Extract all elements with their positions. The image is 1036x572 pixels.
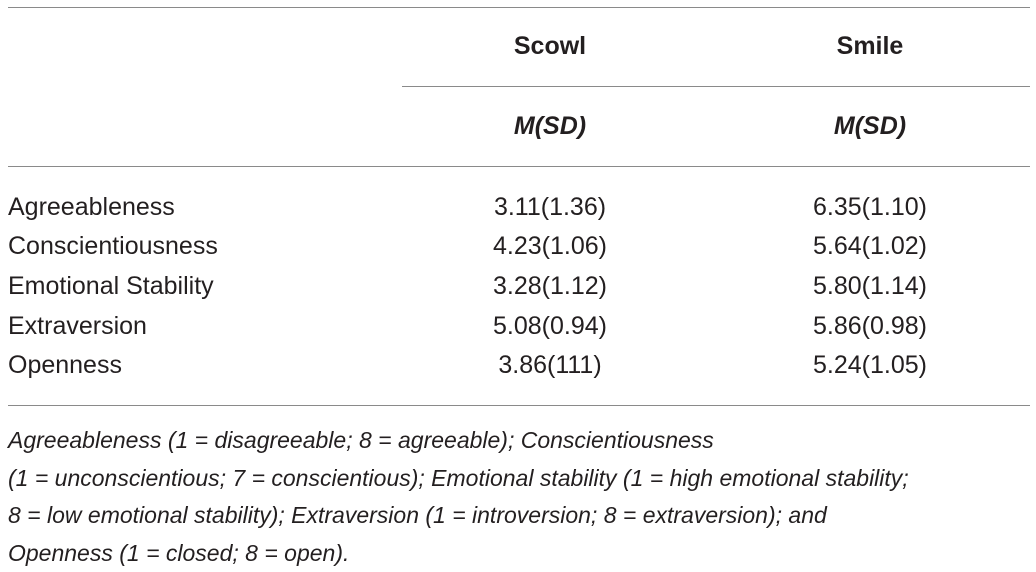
column-header-scowl: Scowl xyxy=(400,32,700,61)
cell-scowl: 3.86(111) xyxy=(400,351,700,380)
column-header-smile: Smile xyxy=(720,32,1020,61)
row-label: Extraversion xyxy=(8,312,147,341)
footnote-line: Openness (1 = closed; 8 = open). xyxy=(8,535,1028,572)
table-bottom-rule xyxy=(8,405,1030,406)
table-footnote: Agreeableness (1 = disagreeable; 8 = agr… xyxy=(8,422,1028,572)
cell-scowl: 4.23(1.06) xyxy=(400,232,700,261)
cell-scowl: 3.11(1.36) xyxy=(400,193,700,222)
row-label: Emotional Stability xyxy=(8,272,214,301)
cell-scowl: 3.28(1.12) xyxy=(400,272,700,301)
cell-scowl: 5.08(0.94) xyxy=(400,312,700,341)
cell-smile: 5.24(1.05) xyxy=(720,351,1020,380)
cell-smile: 5.80(1.14) xyxy=(720,272,1020,301)
column-subheader-scowl: M(SD) xyxy=(400,112,700,141)
row-label: Agreeableness xyxy=(8,193,175,222)
header-bottom-rule xyxy=(8,166,1030,167)
cell-smile: 5.64(1.02) xyxy=(720,232,1020,261)
table-top-rule xyxy=(8,7,1030,8)
row-label: Openness xyxy=(8,351,122,380)
footnote-line: 8 = low emotional stability); Extraversi… xyxy=(8,497,1028,535)
footnote-line: Agreeableness (1 = disagreeable; 8 = agr… xyxy=(8,422,1028,460)
cell-smile: 6.35(1.10) xyxy=(720,193,1020,222)
column-subheader-smile: M(SD) xyxy=(720,112,1020,141)
cell-smile: 5.86(0.98) xyxy=(720,312,1020,341)
header-spanner-rule xyxy=(402,86,1030,87)
footnote-line: (1 = unconscientious; 7 = conscientious)… xyxy=(8,460,1028,498)
row-label: Conscientiousness xyxy=(8,232,218,261)
